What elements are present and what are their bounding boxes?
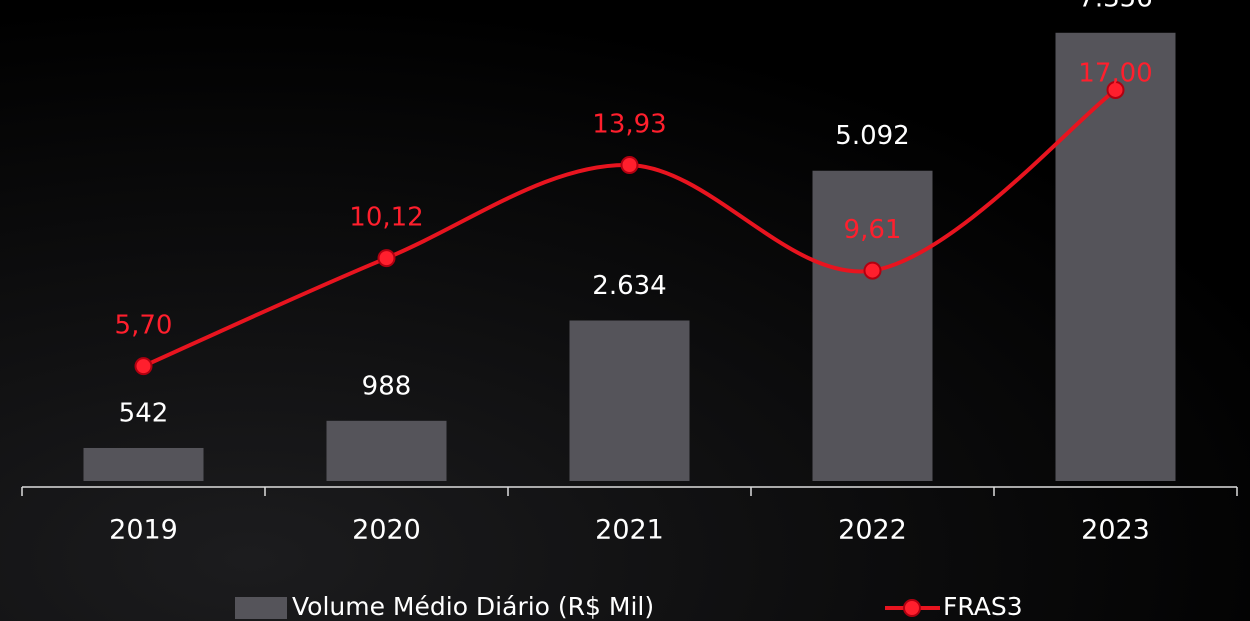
bar: [812, 170, 933, 481]
bar-value-label: 2.634: [592, 271, 666, 301]
line-marker: [377, 249, 396, 268]
legend-label: FRAS3: [943, 592, 1023, 621]
x-tick-label: 2022: [838, 515, 907, 546]
bar-value-label: 5.092: [835, 121, 909, 151]
x-tick-label: 2021: [595, 515, 664, 546]
x-tick-label: 2023: [1081, 515, 1150, 546]
bar: [326, 420, 447, 481]
x-tick-label: 2019: [109, 515, 178, 546]
bar-value-label: 7.356: [1078, 0, 1152, 13]
legend-swatch: [903, 599, 921, 617]
bar-value-label: 542: [119, 398, 169, 428]
line-marker: [134, 357, 153, 376]
bar-value-label: 988: [362, 371, 412, 401]
x-tick-label: 2020: [352, 515, 421, 546]
line-value-label: 13,93: [592, 110, 666, 140]
line-value-label: 9,61: [844, 215, 902, 245]
line-marker: [1106, 80, 1125, 99]
line-marker: [620, 156, 639, 175]
legend-label: Volume Médio Diário (R$ Mil): [292, 592, 654, 621]
line-value-label: 17,00: [1078, 58, 1152, 88]
legend-swatch: [235, 597, 287, 619]
line-value-label: 10,12: [349, 203, 423, 233]
bar: [1055, 32, 1176, 481]
line-value-label: 5,70: [115, 311, 173, 341]
bar: [569, 320, 690, 481]
line-marker: [863, 261, 882, 280]
bar: [83, 447, 204, 481]
